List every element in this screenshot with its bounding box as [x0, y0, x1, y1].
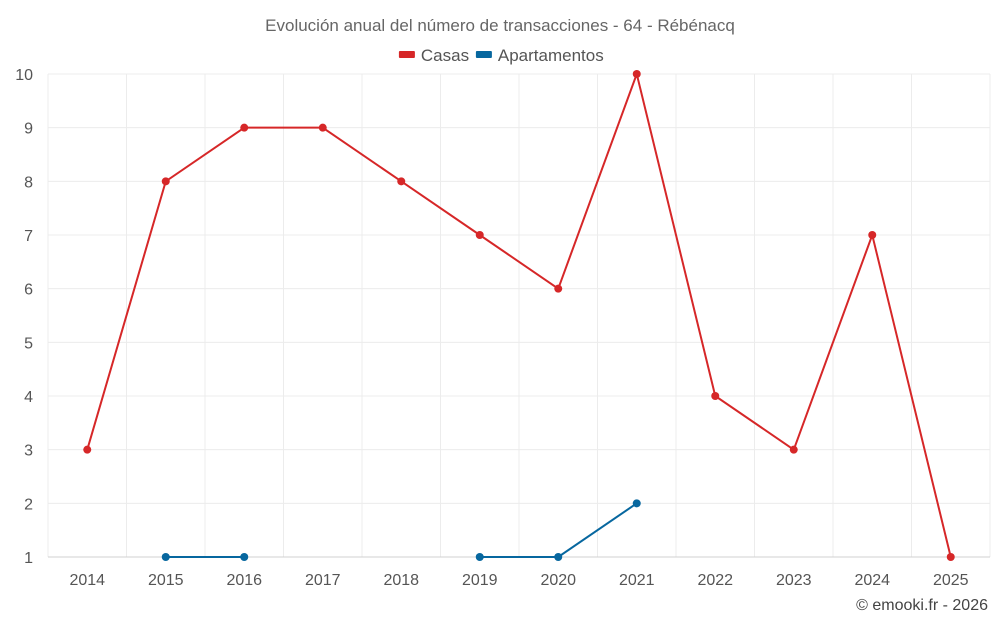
x-tick-label-2024: 2024 — [854, 572, 890, 589]
series-line-casas-0 — [86, 70, 952, 558]
point-apartamentos-2015[interactable] — [161, 553, 170, 561]
point-apartamentos-2016[interactable] — [240, 553, 249, 561]
series-line-apartamentos-1 — [479, 502, 638, 558]
x-tick-label-2021: 2021 — [619, 572, 655, 589]
y-tick-label: 7 — [24, 228, 33, 245]
x-tick-label-2014: 2014 — [69, 572, 105, 589]
y-tick-label: 1 — [24, 550, 33, 567]
y-tick-label: 2 — [24, 496, 33, 513]
x-tick-label-2019: 2019 — [462, 572, 498, 589]
point-casas-2020[interactable] — [554, 284, 563, 293]
x-tick-label-2020: 2020 — [540, 572, 576, 589]
y-tick-label: 3 — [24, 443, 33, 460]
point-casas-2023[interactable] — [789, 445, 798, 454]
chart-title: Evolución anual del número de transaccio… — [265, 16, 735, 35]
point-casas-2017[interactable] — [318, 123, 327, 132]
point-casas-2015[interactable] — [161, 177, 170, 186]
point-casas-2021[interactable] — [632, 70, 641, 78]
x-tick-label-2023: 2023 — [776, 572, 812, 589]
point-casas-2025[interactable] — [946, 553, 955, 561]
point-apartamentos-2019[interactable] — [475, 553, 484, 561]
legend-swatch-apartamentos — [475, 51, 492, 58]
y-tick-label: 9 — [24, 121, 33, 138]
axes: 1 2 3 4 5 6 7 8 9 10 2014 2015 2016 2017 2018 2019 2020 2… — [15, 67, 990, 589]
x-tick-label-2025: 2025 — [933, 572, 969, 589]
y-tick-label: 4 — [24, 389, 33, 406]
y-tick-label: 10 — [15, 67, 33, 84]
y-tick-label: 5 — [24, 335, 33, 352]
points-layer — [83, 70, 955, 561]
point-casas-2019[interactable] — [475, 231, 484, 239]
point-apartamentos-2020[interactable] — [554, 553, 563, 561]
credit-text: © emooki.fr - 2026 — [856, 597, 988, 614]
point-apartamentos-2021[interactable] — [632, 499, 641, 508]
x-tick-label-2018: 2018 — [383, 572, 419, 589]
x-tick-label-2016: 2016 — [226, 572, 262, 589]
point-casas-2024[interactable] — [868, 231, 877, 239]
legend-swatch-casas — [398, 51, 415, 58]
x-tick-label-2015: 2015 — [148, 572, 184, 589]
x-tick-label-2017: 2017 — [305, 572, 341, 589]
legend-label-casas[interactable]: Casas — [421, 46, 469, 65]
x-tick-label-2022: 2022 — [697, 572, 733, 589]
legend-label-apartamentos[interactable]: Apartamentos — [498, 46, 604, 65]
y-tick-label: 6 — [24, 282, 33, 299]
y-tick-label: 8 — [24, 174, 33, 191]
legend: Casas Apartamentos — [398, 46, 604, 65]
point-casas-2016[interactable] — [240, 123, 249, 132]
grid — [47, 73, 991, 557]
point-casas-2014[interactable] — [83, 445, 92, 454]
point-casas-2022[interactable] — [711, 392, 720, 400]
point-casas-2018[interactable] — [397, 177, 406, 186]
